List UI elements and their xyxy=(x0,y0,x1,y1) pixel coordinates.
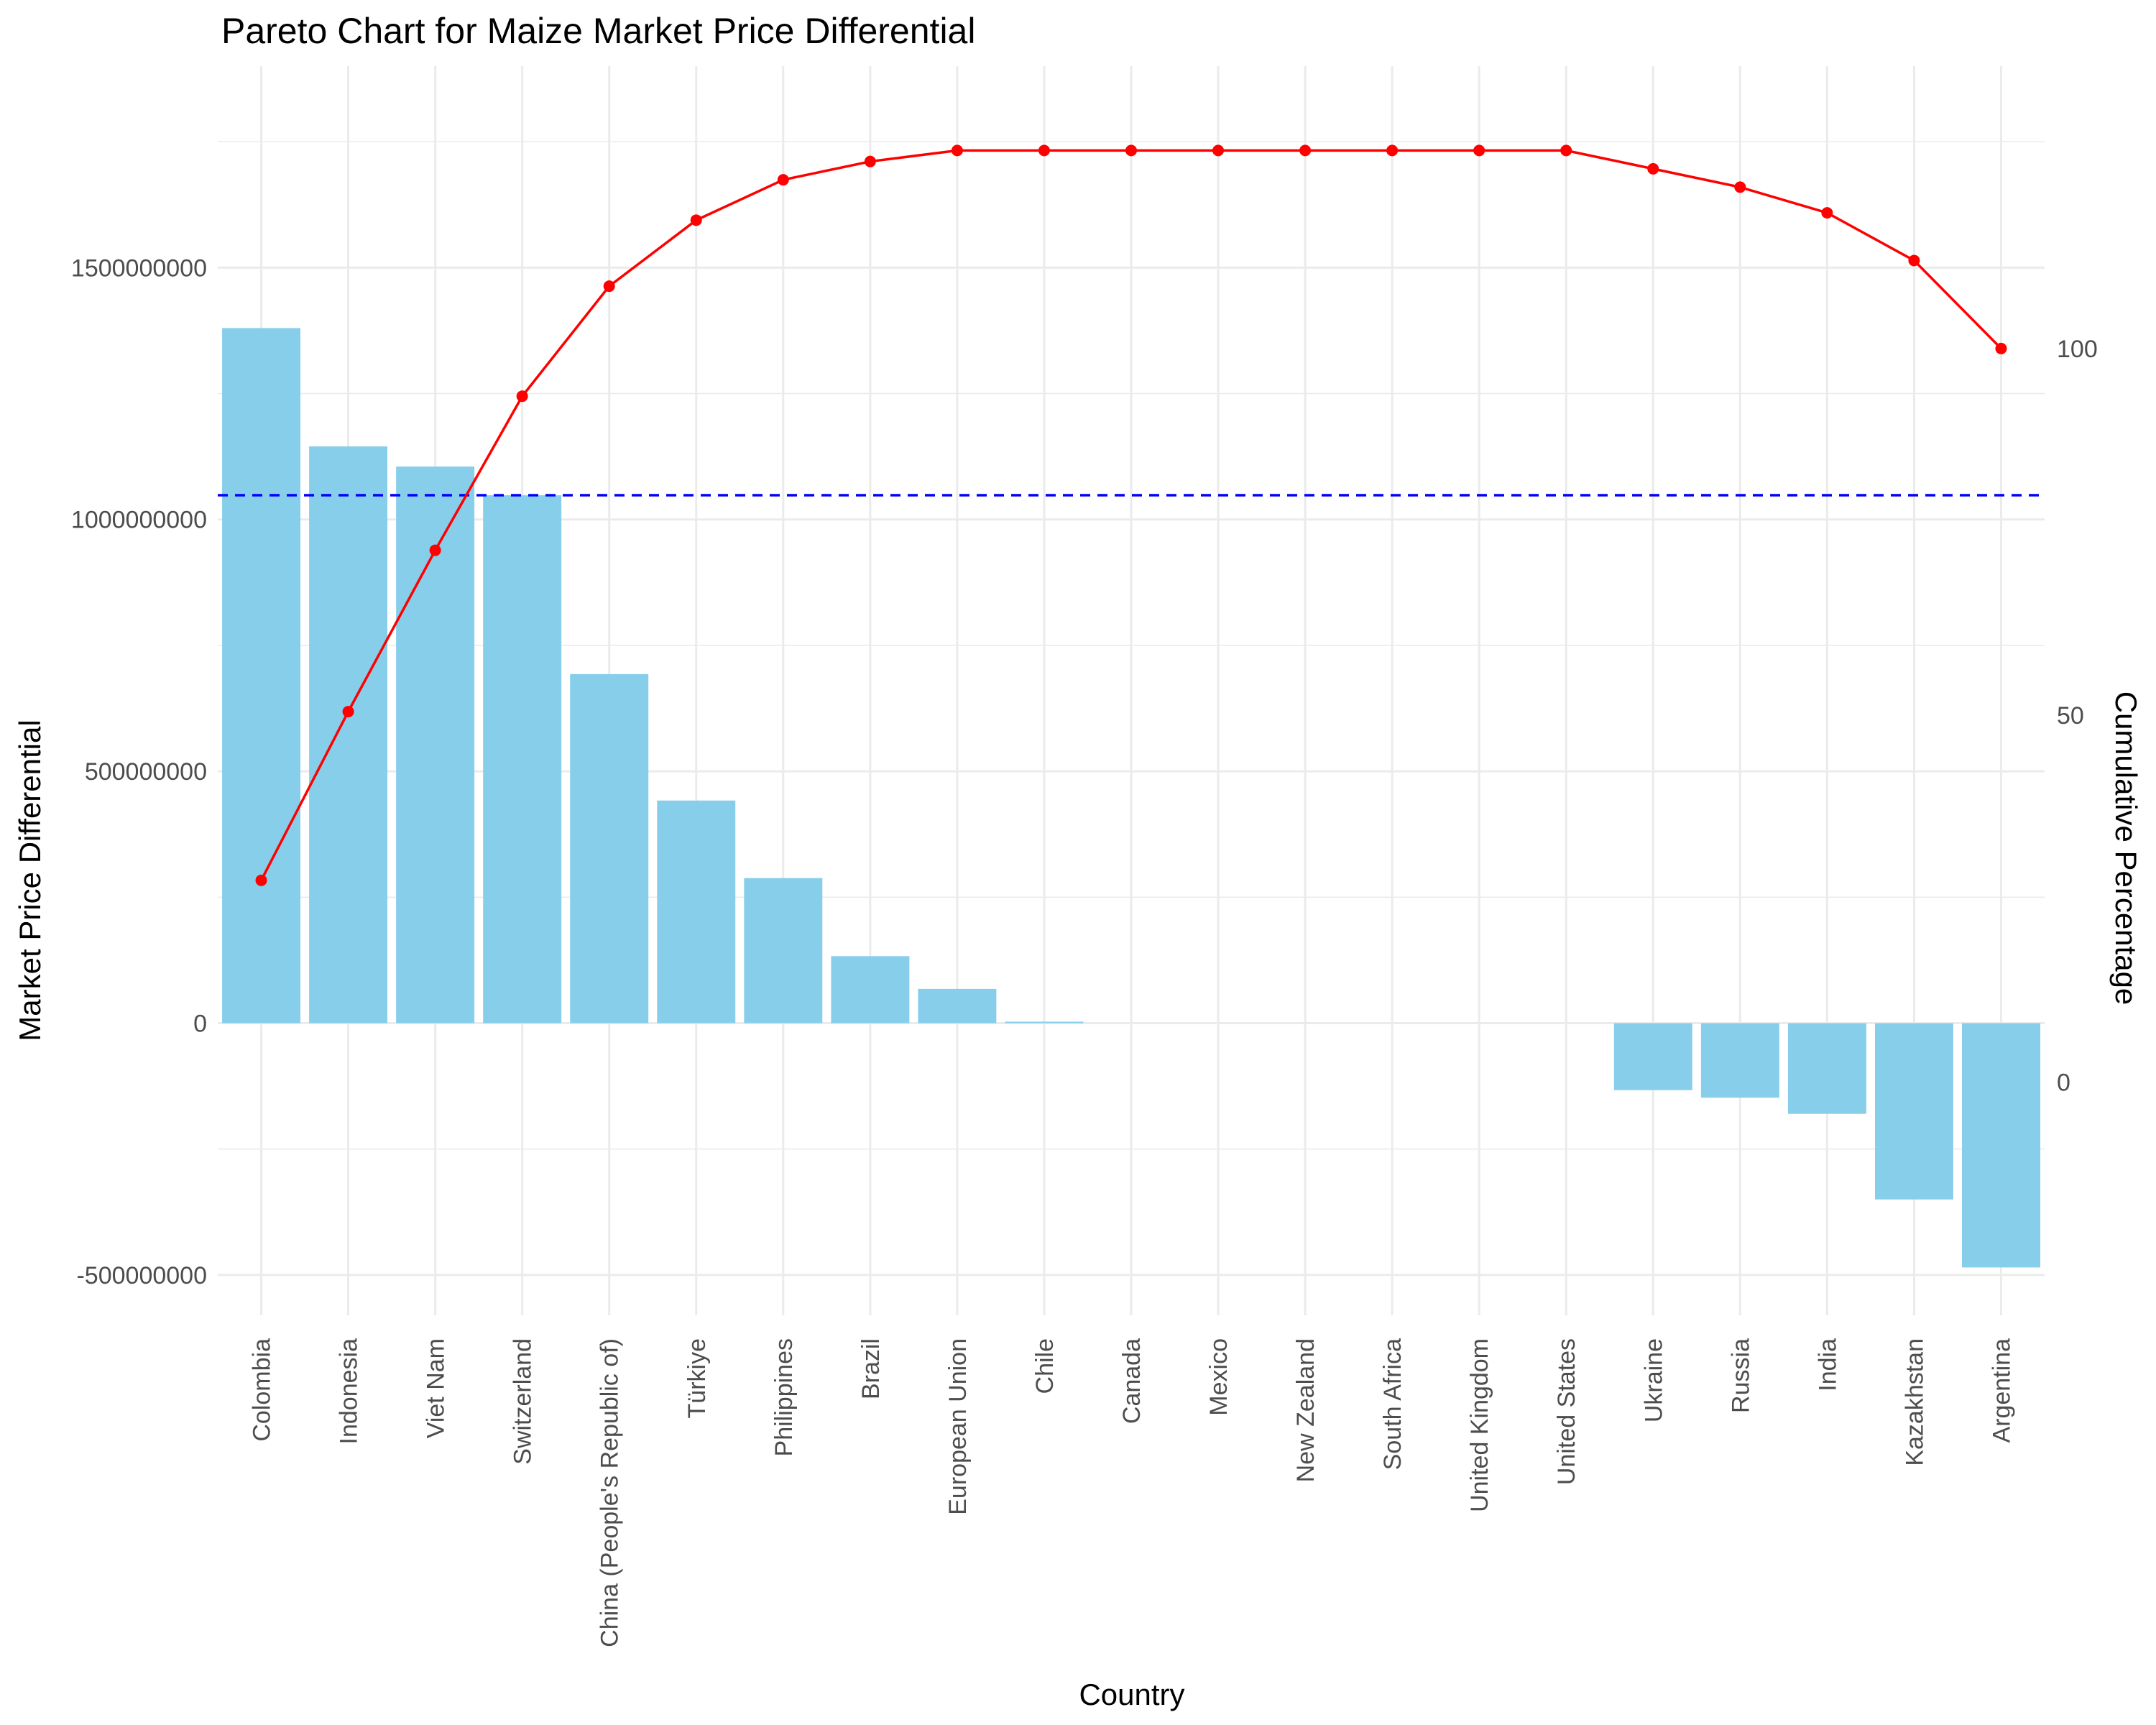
y2-axis-title: Cumulative Percentage xyxy=(2109,691,2143,1006)
y-axis-ticks: -500000000 0 500000000 1000000000 1500000000 xyxy=(71,254,207,1289)
cumulative-point xyxy=(1299,144,1312,157)
bar-russia xyxy=(1700,1023,1779,1098)
cumulative-point xyxy=(342,706,354,718)
y2-tick-label: 100 xyxy=(2057,336,2098,363)
cumulative-point xyxy=(1560,144,1572,157)
cumulative-point xyxy=(1386,144,1399,157)
cumulative-point xyxy=(1212,144,1225,157)
y-tick-label: -500000000 xyxy=(76,1262,207,1289)
cumulative-point xyxy=(951,144,963,157)
chart-title: Pareto Chart for Maize Market Price Diff… xyxy=(221,11,975,51)
x-tick-label: Russia xyxy=(1727,1338,1754,1413)
x-tick-label: Canada xyxy=(1118,1338,1146,1424)
cumulative-point xyxy=(1038,144,1050,157)
x-tick-label: Brazil xyxy=(857,1338,885,1399)
cumulative-point xyxy=(690,214,702,226)
cumulative-line-group xyxy=(255,144,2007,886)
cumulative-point xyxy=(603,280,615,293)
bar-colombia xyxy=(222,328,300,1024)
bar-china-people-s-republic-of xyxy=(570,673,649,1024)
bar-european-union xyxy=(918,988,997,1024)
cumulative-point xyxy=(1647,162,1659,175)
y-tick-label: 0 xyxy=(193,1011,207,1038)
x-tick-label: Argentina xyxy=(1988,1338,2015,1443)
x-tick-label: China (People's Republic of) xyxy=(596,1338,624,1647)
y2-axis-ticks: 0 50 100 xyxy=(2057,336,2098,1097)
bar-brazil xyxy=(831,956,910,1024)
y-tick-label: 1000000000 xyxy=(71,507,207,534)
x-tick-label: European Union xyxy=(944,1338,972,1515)
x-tick-label: Switzerland xyxy=(510,1338,537,1465)
bars xyxy=(222,328,2040,1268)
cumulative-point xyxy=(1821,207,1833,219)
bar-india xyxy=(1787,1023,1866,1114)
y2-tick-label: 50 xyxy=(2057,702,2084,730)
x-tick-label: Colombia xyxy=(249,1338,276,1442)
bar-switzerland xyxy=(483,495,562,1024)
x-tick-label: United Kingdom xyxy=(1466,1338,1493,1512)
x-tick-label: New Zealand xyxy=(1292,1338,1319,1482)
x-tick-label: Türkiye xyxy=(683,1338,711,1418)
y2-tick-label: 0 xyxy=(2057,1069,2070,1096)
x-tick-label: South Africa xyxy=(1379,1338,1406,1470)
cumulative-point xyxy=(1995,342,2007,354)
x-tick-label: United States xyxy=(1553,1338,1580,1485)
bar-argentina xyxy=(1962,1023,2040,1268)
bar-indonesia xyxy=(309,446,388,1024)
cumulative-point xyxy=(516,390,528,402)
x-axis-title: Country xyxy=(1079,1678,1184,1711)
cumulative-point xyxy=(1473,144,1485,157)
bar-philippines xyxy=(744,878,823,1024)
x-tick-label: Chile xyxy=(1031,1338,1059,1394)
y-tick-label: 500000000 xyxy=(85,758,207,786)
cumulative-point xyxy=(255,874,267,886)
bar-viet-nam xyxy=(396,466,475,1024)
cumulative-point xyxy=(864,155,876,167)
y-tick-label: 1500000000 xyxy=(71,254,207,282)
x-tick-label: Ukraine xyxy=(1640,1338,1667,1422)
x-tick-label: Indonesia xyxy=(336,1338,363,1445)
x-tick-label: Kazakhstan xyxy=(1901,1338,1928,1466)
cumulative-point xyxy=(1125,144,1137,157)
cumulative-point xyxy=(429,544,441,556)
cumulative-point xyxy=(777,174,789,186)
x-axis-ticks: Colombia Indonesia Viet Nam Switzerland Chin… xyxy=(249,1338,2016,1647)
bar-ukraine xyxy=(1613,1023,1692,1090)
bar-chile xyxy=(1005,1021,1084,1024)
bar-kazakhstan xyxy=(1874,1023,1953,1200)
x-tick-label: India xyxy=(1814,1338,1841,1392)
cumulative-point xyxy=(1734,181,1746,193)
y-axis-title: Market Price Differential xyxy=(13,719,47,1041)
x-tick-label: Viet Nam xyxy=(423,1338,450,1438)
bar-t-rkiye xyxy=(657,800,736,1024)
cumulative-point xyxy=(1908,254,1920,267)
x-tick-label: Philippines xyxy=(770,1338,798,1456)
x-tick-label: Mexico xyxy=(1205,1338,1233,1416)
